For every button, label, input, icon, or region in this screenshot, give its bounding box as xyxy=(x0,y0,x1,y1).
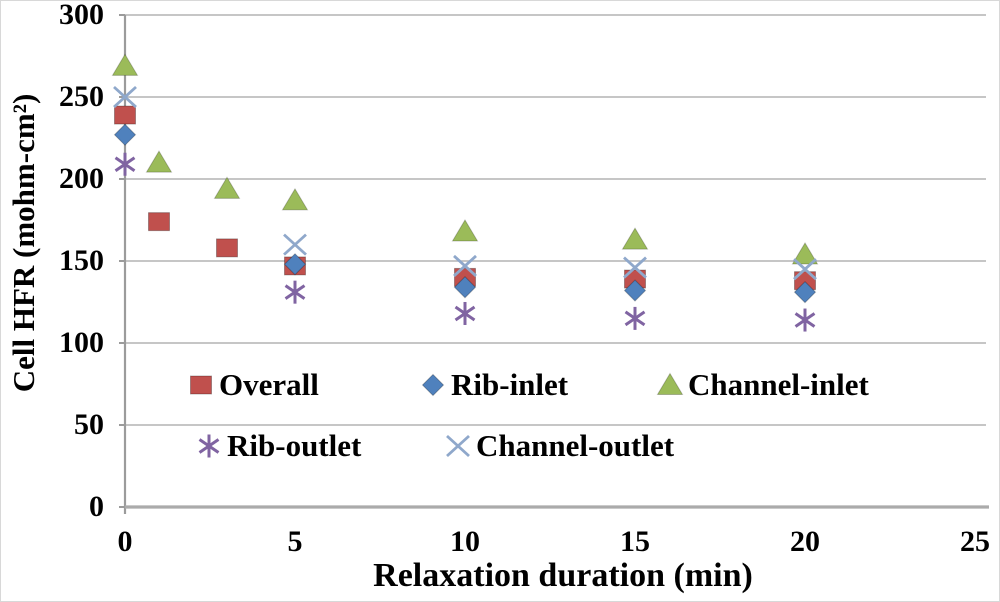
asterisk-marker xyxy=(624,306,646,330)
x-tick-label-0: 0 xyxy=(117,525,133,558)
asterisk-marker xyxy=(198,434,220,458)
x-tick-label-25: 25 xyxy=(960,525,990,558)
diamond-marker xyxy=(113,123,137,146)
y-tick-label-150: 150 xyxy=(59,244,104,277)
triangle-marker xyxy=(281,187,309,211)
diamond-legend-icon xyxy=(421,373,445,397)
x-marker xyxy=(623,256,647,279)
y-tick-label-200: 200 xyxy=(59,162,104,195)
asterisk-marker xyxy=(454,301,476,325)
x-legend-icon xyxy=(446,434,470,458)
square-marker xyxy=(114,105,136,125)
asterisk-marker xyxy=(114,152,136,176)
square-marker xyxy=(190,375,212,395)
asterisk-marker xyxy=(794,308,816,332)
y-tick-label-100: 100 xyxy=(59,326,104,359)
series-channel-outlet xyxy=(113,85,817,281)
triangle-marker xyxy=(656,372,684,395)
y-tick-label-50: 50 xyxy=(74,408,104,441)
y-tick-label-0: 0 xyxy=(89,490,104,523)
asterisk-marker xyxy=(284,280,306,304)
triangle-marker xyxy=(621,227,649,250)
x-tick-label-10: 10 xyxy=(450,525,480,558)
asterisk-legend-icon xyxy=(198,434,220,458)
diamond-marker xyxy=(793,280,817,304)
x-tick-label-15: 15 xyxy=(620,525,650,558)
diamond-marker xyxy=(623,279,647,302)
triangle-marker xyxy=(213,176,241,199)
legend-item-channel-inlet: Channel-inlet xyxy=(655,367,869,401)
x-marker xyxy=(283,233,307,256)
diamond-marker xyxy=(421,373,445,397)
series-channel-inlet xyxy=(111,53,819,265)
x-marker xyxy=(446,434,470,458)
series-rib-inlet xyxy=(113,123,817,304)
x-marker xyxy=(793,258,817,281)
x-marker xyxy=(113,85,137,109)
y-tick-label-300: 300 xyxy=(59,0,104,31)
square-legend-icon xyxy=(190,375,212,395)
legend-label: Channel-inlet xyxy=(688,366,869,402)
x-tick-label-20: 20 xyxy=(790,525,820,558)
x-axis-title: Relaxation duration (min) xyxy=(373,557,753,594)
legend-item-rib-outlet: Rib-outlet xyxy=(194,428,361,462)
y-tick-label-250: 250 xyxy=(59,80,104,113)
legend-item-rib-inlet: Rib-inlet xyxy=(418,367,568,401)
triangle-marker xyxy=(791,241,819,265)
diamond-marker xyxy=(283,253,307,276)
legend-label: Channel-outlet xyxy=(476,427,675,463)
legend-label: Rib-outlet xyxy=(227,427,362,463)
square-marker xyxy=(216,238,238,258)
legend-label: Rib-inlet xyxy=(451,366,569,402)
triangle-marker xyxy=(451,219,479,242)
diamond-marker xyxy=(453,276,477,299)
triangle-marker xyxy=(111,53,139,76)
series-rib-outlet xyxy=(114,152,816,332)
triangle-marker xyxy=(145,150,173,173)
square-marker xyxy=(148,212,170,232)
legend-item-overall: Overall xyxy=(186,367,319,401)
x-marker xyxy=(453,254,477,277)
x-tick-label-5: 5 xyxy=(287,525,303,558)
legend-label: Overall xyxy=(219,366,319,402)
triangle-legend-icon xyxy=(656,372,684,395)
legend-item-channel-outlet: Channel-outlet xyxy=(443,428,674,462)
